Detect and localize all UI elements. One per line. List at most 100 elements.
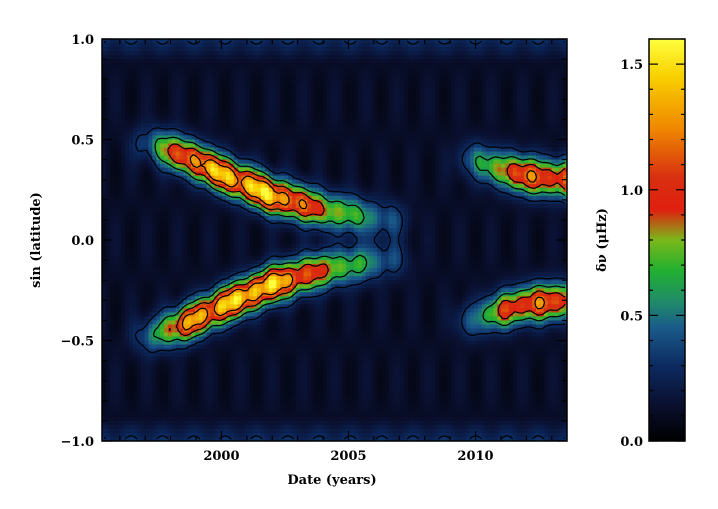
- heatmap-cell: [268, 215, 274, 221]
- heatmap-cell: [179, 87, 184, 92]
- heatmap-cell: [280, 211, 285, 217]
- heatmap-cell: [113, 83, 119, 88]
- heatmap-cell: [133, 340, 138, 346]
- heatmap-cell: [164, 155, 169, 161]
- heatmap-cell: [214, 167, 219, 173]
- heatmap-cell: [167, 372, 173, 378]
- heatmap-cell: [218, 151, 223, 157]
- heatmap-cell: [160, 71, 165, 76]
- heatmap-cell: [133, 320, 138, 326]
- heatmap-cell: [257, 119, 262, 125]
- heatmap-cell: [284, 432, 289, 438]
- heatmap-cell: [206, 376, 212, 382]
- heatmap-cell: [245, 63, 250, 68]
- heatmap-cell: [291, 159, 297, 165]
- heatmap-cell: [210, 103, 215, 108]
- heatmap-cell: [198, 155, 204, 161]
- heatmap-cell: [164, 420, 169, 426]
- heatmap-cell: [202, 227, 208, 233]
- heatmap-cell: [152, 304, 157, 309]
- heatmap-cell: [175, 280, 181, 285]
- heatmap-cell: [160, 155, 165, 161]
- heatmap-cell: [191, 195, 196, 201]
- heatmap-cell: [245, 324, 250, 330]
- heatmap-cell: [245, 215, 250, 221]
- heatmap-cell: [253, 292, 258, 297]
- heatmap-cell: [133, 268, 138, 273]
- heatmap-cell: [148, 380, 153, 386]
- heatmap-cell: [195, 187, 200, 193]
- heatmap-cell: [233, 231, 239, 237]
- heatmap-cell: [214, 424, 219, 430]
- heatmap-cell: [288, 99, 293, 104]
- heatmap-cell: [136, 215, 142, 221]
- heatmap-cell: [272, 352, 277, 358]
- heatmap-cell: [280, 392, 285, 398]
- heatmap-cell: [125, 123, 130, 129]
- heatmap-cell: [117, 119, 122, 125]
- heatmap-cell: [280, 292, 285, 297]
- heatmap-cell: [175, 356, 181, 362]
- heatmap-cell: [241, 63, 246, 68]
- heatmap-cell: [218, 244, 223, 249]
- heatmap-cell: [164, 83, 169, 88]
- heatmap-cell: [272, 308, 277, 313]
- heatmap-cell: [164, 240, 169, 245]
- heatmap-cell: [237, 111, 243, 116]
- heatmap-cell: [164, 412, 169, 418]
- heatmap-cell: [268, 360, 274, 366]
- heatmap-cell: [102, 75, 107, 80]
- heatmap-cell: [175, 87, 181, 92]
- heatmap-cell: [268, 256, 274, 261]
- heatmap-cell: [206, 280, 212, 285]
- heatmap-cell: [152, 235, 157, 241]
- heatmap-cell: [229, 119, 235, 125]
- heatmap-cell: [210, 83, 215, 88]
- heatmap-cell: [268, 159, 274, 165]
- heatmap-cell: [140, 416, 146, 422]
- heatmap-cell: [129, 223, 134, 229]
- heatmap-cell: [198, 99, 204, 104]
- heatmap-cell: [222, 308, 227, 313]
- heatmap-cell: [195, 360, 200, 366]
- heatmap-cell: [102, 95, 107, 100]
- heatmap-cell: [144, 320, 150, 326]
- heatmap-cell: [233, 352, 239, 358]
- heatmap-cell: [229, 123, 235, 129]
- heatmap-cell: [202, 260, 208, 265]
- heatmap-cell: [257, 227, 262, 233]
- heatmap-cell: [187, 115, 192, 120]
- heatmap-cell: [156, 231, 161, 237]
- heatmap-cell: [105, 47, 111, 52]
- heatmap-cell: [117, 163, 122, 169]
- heatmap-cell: [280, 127, 285, 133]
- heatmap-cell: [179, 91, 184, 96]
- heatmap-cell: [167, 420, 173, 426]
- heatmap-cell: [229, 288, 235, 293]
- heatmap-cell: [105, 231, 111, 237]
- heatmap-cell: [156, 143, 161, 149]
- heatmap-cell: [129, 376, 134, 382]
- heatmap-cell: [226, 328, 231, 334]
- heatmap-cell: [117, 79, 122, 84]
- heatmap-cell: [260, 187, 266, 193]
- heatmap-cell: [195, 191, 200, 197]
- heatmap-cell: [272, 95, 277, 100]
- heatmap-cell: [245, 231, 250, 237]
- heatmap-cell: [160, 408, 165, 414]
- heatmap-cell: [276, 195, 281, 201]
- heatmap-cell: [167, 316, 173, 321]
- heatmap-cell: [284, 352, 289, 358]
- heatmap-cell: [202, 235, 208, 241]
- heatmap-cell: [175, 227, 181, 233]
- heatmap-cell: [160, 252, 165, 257]
- heatmap-cell: [288, 372, 293, 378]
- heatmap-cell: [117, 43, 122, 48]
- heatmap-cell: [218, 372, 223, 378]
- heatmap-cell: [140, 292, 146, 297]
- heatmap-cell: [276, 219, 281, 225]
- heatmap-cell: [136, 360, 142, 366]
- heatmap-cell: [140, 191, 146, 197]
- heatmap-cell: [229, 191, 235, 197]
- heatmap-cell: [140, 91, 146, 96]
